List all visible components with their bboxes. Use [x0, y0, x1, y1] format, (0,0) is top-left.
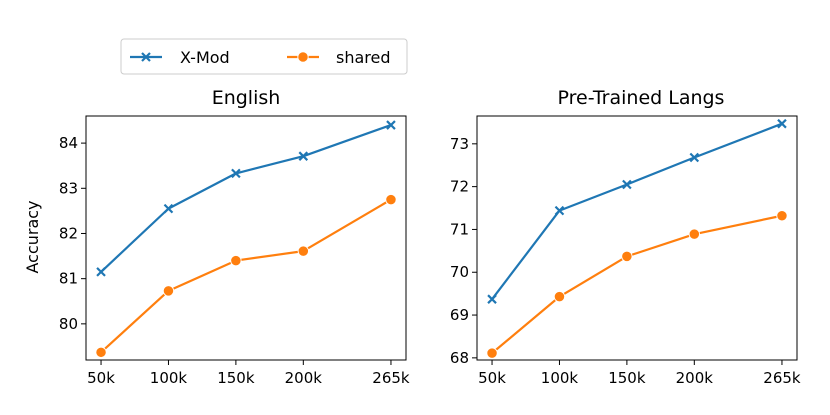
x-tick-label: 200k [285, 369, 323, 387]
y-tick-label: 81 [59, 270, 78, 288]
chart-pretrained-langs: Pre-Trained Langs 68 69 70 71 72 73 50k 100k 150… [450, 87, 801, 387]
series-line-x-mod [491, 122, 783, 300]
x-tick-label: 150k [217, 369, 255, 387]
legend-label-x-mod: X-Mod [180, 48, 230, 67]
legend: X-Mod shared [120, 38, 408, 75]
legend-marker-shared [297, 51, 309, 63]
y-tick-label: 80 [59, 315, 78, 333]
data-point-shared [776, 210, 788, 222]
chart-title: Pre-Trained Langs [558, 87, 725, 109]
data-point-shared [230, 254, 242, 267]
data-point-x-mod [231, 168, 241, 179]
legend-entry-shared: shared [287, 48, 391, 67]
data-point-x-mod [163, 203, 174, 214]
data-point-shared [297, 245, 309, 257]
data-point-x-mod [777, 118, 787, 129]
axis-ticks: 68 69 70 71 72 73 50k 100k 150k 200k 265k [450, 135, 801, 387]
legend-marker-x-mod [141, 52, 151, 62]
x-tick-label: 50k [87, 369, 115, 387]
legend-marker-symbol [141, 52, 151, 62]
chart-english: English Accuracy 80 81 82 83 84 50k 100k 150k 20… [23, 87, 410, 387]
y-tick-label: 73 [450, 135, 469, 153]
x-tick-label: 150k [608, 369, 646, 387]
x-tick-label: 265k [763, 369, 801, 387]
series-line-shared [100, 198, 392, 354]
y-tick-label: 69 [450, 306, 469, 324]
y-tick-label: 68 [450, 349, 469, 367]
data-point-shared [162, 285, 175, 297]
y-tick-label: 71 [450, 220, 469, 238]
data-point-shared [553, 290, 566, 303]
axis-ticks: 80 81 82 83 84 50k 100k 150k 200k 265k [59, 134, 410, 387]
series-layer [486, 118, 788, 359]
legend-label-shared: shared [336, 48, 391, 67]
x-tick-label: 100k [541, 369, 579, 387]
data-point-x-mod [386, 120, 396, 130]
legend-frame [120, 38, 408, 75]
y-axis-label: Accuracy [23, 200, 42, 273]
chart-title: English [212, 87, 281, 109]
x-tick-label: 100k [150, 369, 188, 387]
series-layer [95, 120, 397, 358]
data-point-x-mod [96, 267, 106, 277]
x-tick-label: 200k [676, 369, 714, 387]
x-tick-label: 50k [478, 369, 506, 387]
data-point-x-mod [689, 152, 700, 163]
legend-marker-symbol [297, 51, 309, 63]
data-point-shared [486, 347, 498, 359]
data-point-shared [621, 250, 633, 263]
plot-frame [476, 115, 798, 361]
y-tick-label: 72 [450, 178, 469, 196]
y-tick-label: 83 [59, 179, 78, 197]
y-tick-label: 84 [59, 134, 78, 152]
series-line-shared [491, 214, 783, 354]
plot-frame [85, 115, 407, 361]
data-point-shared [95, 346, 107, 358]
legend-entry-x-mod: X-Mod [130, 48, 230, 67]
data-point-x-mod [554, 205, 565, 216]
y-tick-label: 82 [59, 224, 78, 242]
x-tick-label: 265k [372, 369, 410, 387]
data-point-shared [688, 228, 700, 240]
series-line-x-mod [100, 124, 392, 273]
data-point-x-mod [622, 179, 632, 190]
y-tick-label: 70 [450, 263, 469, 281]
data-point-shared [385, 193, 397, 206]
data-point-x-mod [298, 151, 309, 161]
data-point-x-mod [487, 294, 497, 304]
